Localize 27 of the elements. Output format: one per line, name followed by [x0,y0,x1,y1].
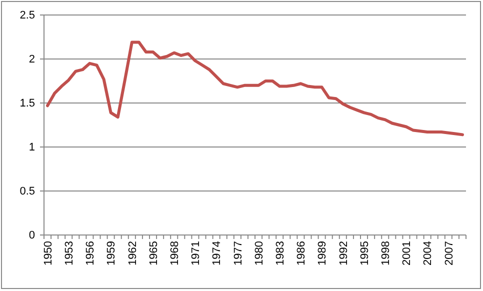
y-tick-label: 0.5 [20,186,35,198]
x-tick-label: 1974 [211,241,224,266]
x-tick-label: 1989 [316,241,329,266]
x-tick-label: 2001 [401,241,414,266]
x-tick-label: 1986 [296,241,308,266]
y-tick-label: 2.5 [20,10,35,22]
y-tick-label: 2 [28,54,35,66]
x-tick-label: 1980 [253,241,266,266]
x-tick-label: 1995 [358,241,371,266]
line-series [46,40,464,136]
x-tick-label: 1971 [190,241,202,266]
x-tick-label: 2004 [422,241,434,266]
x-tick-label: 1962 [126,241,139,266]
x-tick-label: 1950 [42,241,54,266]
x-tick-label: 1956 [84,241,97,266]
y-tick-label: 1 [28,142,35,154]
x-tick-label: 1998 [380,241,392,266]
x-tick-label: 1959 [106,241,118,266]
x-tick-label: 1953 [63,241,76,266]
x-tick-label: 2007 [443,241,456,266]
y-tick-label: 1.5 [20,98,35,110]
x-tick-label: 1968 [168,241,181,266]
x-tick-label: 1977 [232,241,244,266]
x-tick-label: 1992 [338,241,350,266]
x-tick-label: 1983 [274,241,286,266]
y-tick-label: 0 [28,230,35,242]
x-tick-label: 1965 [148,241,160,266]
